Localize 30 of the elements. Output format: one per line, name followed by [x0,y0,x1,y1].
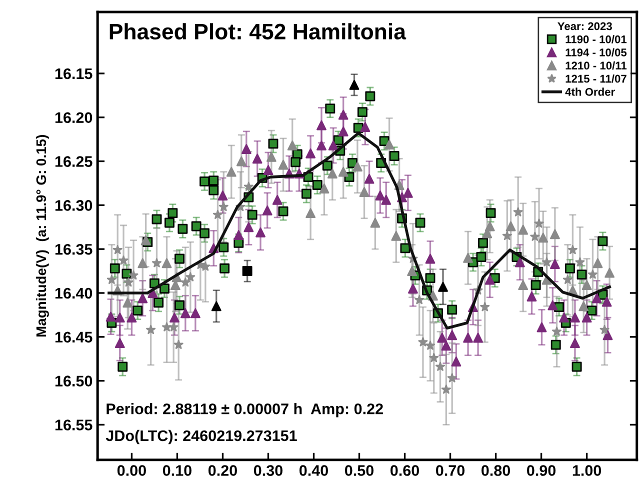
x-tick-label: 0.40 [299,465,328,476]
y-tick-label: 16.20 [55,112,92,124]
y-tick-label: 16.15 [55,68,92,80]
chart-title: Phased Plot: 452 Hamiltonia [110,23,406,40]
legend-label: 1215 - 11/07 [566,74,626,83]
annotation: Period: 2.88119 ± 0.00007 h Amp: 0.22 [106,403,383,418]
legend-label: 1190 - 10/01 [566,35,627,44]
y-axis-title: Magnitude(V) (a: 11.9° G: 0.15) [36,135,49,337]
x-tick-label: 0.60 [390,465,420,476]
legend-label: 1210 - 10/11 [566,61,627,70]
legend-label: 4th Order [565,88,615,96]
x-tick-label: 0.90 [527,465,556,476]
y-tick-label: 16.55 [55,420,92,430]
y-tick-label: 16.25 [55,156,92,167]
x-tick-label: 0.20 [208,465,237,476]
x-tick-label: 0.80 [482,465,510,476]
y-tick-label: 16.45 [55,332,92,343]
x-tick-label: 0.30 [254,465,282,476]
y-tick-label: 16.50 [55,376,92,386]
legend-label: 1194 - 10/05 [566,48,627,57]
annotation: JDo(LTC): 2460219.273151 [106,430,297,444]
x-tick-label: 0.70 [436,465,465,476]
x-tick-label: 0.10 [162,465,192,476]
legend-title: Year: 2023 [558,22,612,30]
y-tick-label: 16.30 [55,200,92,211]
x-tick-label: 0.00 [117,465,146,476]
y-tick-label: 16.35 [55,244,92,255]
y-tick-label: 16.40 [55,288,92,299]
x-tick-label: 0.50 [345,465,374,476]
x-tick-label: 1.00 [572,465,602,476]
